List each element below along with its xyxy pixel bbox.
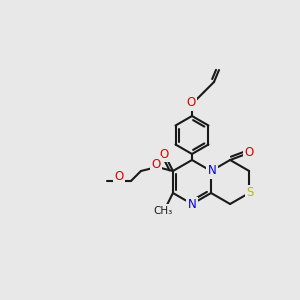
- Text: N: N: [188, 199, 196, 212]
- Text: O: O: [159, 148, 169, 160]
- Text: N: N: [208, 164, 216, 178]
- Text: O: O: [244, 146, 254, 160]
- Text: O: O: [114, 170, 124, 184]
- Text: O: O: [186, 97, 196, 110]
- Text: CH₃: CH₃: [153, 206, 172, 216]
- Text: O: O: [151, 158, 160, 170]
- Text: S: S: [247, 187, 254, 200]
